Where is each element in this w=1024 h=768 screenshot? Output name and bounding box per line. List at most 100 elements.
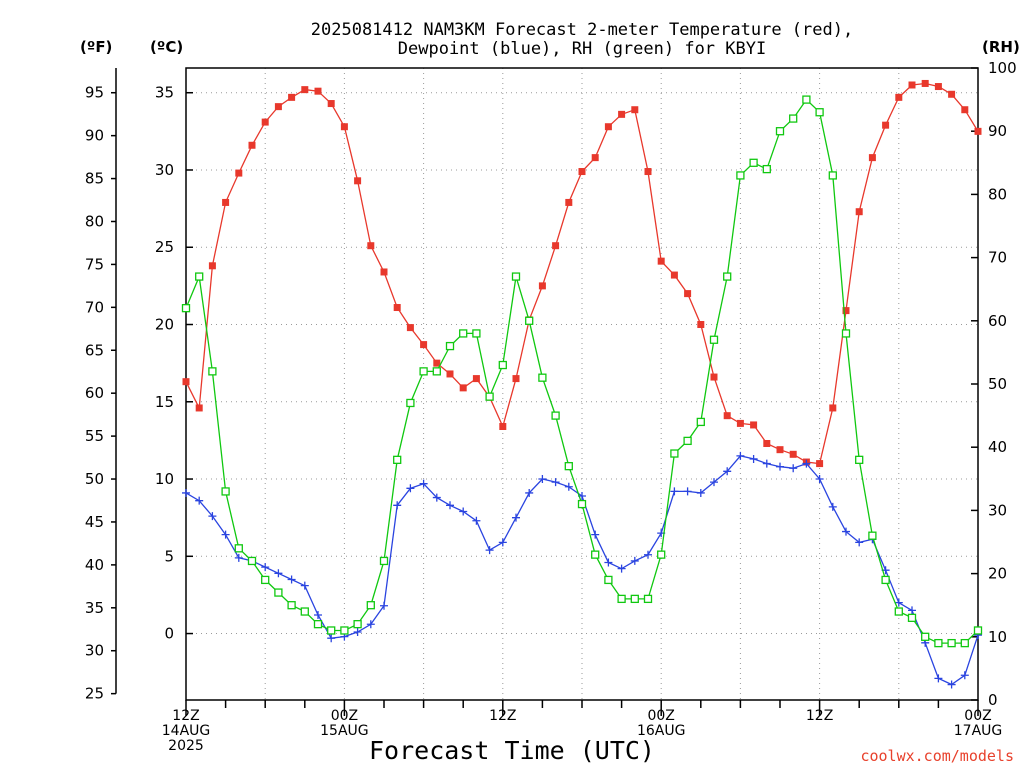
rh-point [604, 575, 613, 585]
fahrenheit-tick-label: 55 [85, 427, 104, 445]
temperature-point [736, 419, 744, 427]
temperature-point [776, 446, 784, 454]
x-tick-label: 00Z 17AUG [954, 708, 1003, 739]
dewpoint-point [802, 459, 811, 468]
rh-point [617, 594, 626, 604]
dewpoint-point [723, 467, 732, 476]
dewpoint-point [947, 680, 956, 689]
fahrenheit-tick-label: 30 [85, 642, 104, 660]
rh-point [657, 550, 666, 559]
rh-point [643, 594, 653, 604]
temperature-point [274, 103, 282, 111]
rh-point [393, 455, 402, 464]
chart-title-line-1: 2025081412 NAM3KM Forecast 2-meter Tempe… [311, 20, 853, 40]
dewpoint-point [696, 488, 705, 497]
dewpoint-point [512, 513, 520, 522]
rh-point [630, 594, 639, 604]
dewpoint-point [551, 478, 560, 487]
temperature-point [327, 100, 335, 108]
rh-point [274, 588, 283, 597]
rh-point [300, 607, 309, 616]
rh-tick-label: 0 [988, 691, 998, 709]
rh-point [934, 638, 943, 648]
temperature-point [433, 359, 441, 367]
chart-title: 2025081412 NAM3KM Forecast 2-meter Tempe… [311, 20, 853, 59]
fahrenheit-tick-label: 50 [85, 470, 104, 488]
temperature-point [380, 268, 388, 276]
dewpoint-point [366, 620, 375, 629]
temperature-point [710, 373, 718, 381]
series-layer [181, 79, 983, 689]
rh-point [353, 620, 362, 629]
dewpoint-point [446, 501, 454, 510]
fahrenheit-tick-label: 35 [85, 599, 104, 617]
celsius-tick-label: 0 [164, 625, 174, 643]
temperature-point [644, 168, 652, 176]
rh-point [511, 272, 521, 281]
dewpoint-point [762, 459, 771, 468]
rh-point [960, 638, 969, 648]
dewpoint-point [789, 464, 798, 473]
dewpoint-point [221, 530, 230, 539]
dewpoint-point [195, 496, 204, 505]
rh-point [789, 114, 798, 123]
dewpoint-point [908, 606, 916, 615]
rh-point [445, 341, 455, 351]
rh-point [313, 620, 323, 629]
rh-tick-label: 40 [988, 438, 1007, 456]
rh-point [287, 601, 296, 610]
dewpoint-line [185, 455, 979, 686]
temperature-point [868, 154, 876, 162]
dewpoint-point [300, 581, 309, 590]
rh-point [683, 436, 692, 446]
temperature-point [684, 290, 692, 298]
celsius-tick-label: 25 [155, 238, 174, 256]
fahrenheit-tick-label: 40 [85, 556, 104, 574]
rh-point [485, 392, 494, 401]
rh-point [327, 626, 336, 635]
dewpoint-point [314, 611, 322, 620]
temperature-point [340, 123, 348, 131]
dewpoint-point [406, 484, 415, 493]
temperature-point [591, 154, 599, 162]
fahrenheit-tick-label: 65 [85, 341, 104, 359]
x-tick-label: 12Z [489, 708, 516, 724]
temperature-point [261, 118, 269, 126]
dewpoint-point [182, 488, 190, 497]
temperature-point [538, 282, 546, 290]
temperature-point [288, 93, 296, 101]
rh-tick-label: 90 [988, 122, 1007, 140]
celsius-tick-label: 10 [155, 470, 174, 488]
rh-point [538, 373, 547, 382]
rh-point [340, 626, 349, 635]
temperature-point [393, 304, 401, 312]
dewpoint-point [934, 674, 943, 683]
rh-point [855, 455, 864, 464]
temperature-point [446, 370, 454, 378]
temperature-point [182, 378, 190, 386]
rh-series [181, 95, 983, 648]
fahrenheit-tick-label: 60 [85, 384, 104, 402]
celsius-tick-label: 35 [155, 84, 174, 102]
dewpoint-point [564, 482, 573, 491]
temperature-point [314, 87, 322, 95]
dewpoint-point [683, 487, 692, 496]
temperature-point [934, 83, 942, 91]
rh-point [459, 329, 468, 338]
rh-point [828, 171, 837, 180]
dewpoint-point [380, 601, 388, 610]
dewpoint-point [393, 501, 402, 510]
dewpoint-point [749, 454, 758, 463]
dewpoint-point [287, 575, 296, 584]
temperature-point [248, 141, 256, 149]
rh-point [261, 575, 270, 585]
x-tick-label: 00Z 15AUG [320, 708, 369, 739]
rh-tick-label: 20 [988, 565, 1007, 583]
rh-tick-label: 70 [988, 249, 1007, 267]
rh-point [907, 613, 917, 622]
rh-point [670, 449, 679, 458]
rh-point [181, 304, 191, 313]
celsius-unit-label: (ºC) [150, 38, 183, 56]
temperature-point [235, 169, 243, 177]
temperature-point [855, 208, 863, 216]
